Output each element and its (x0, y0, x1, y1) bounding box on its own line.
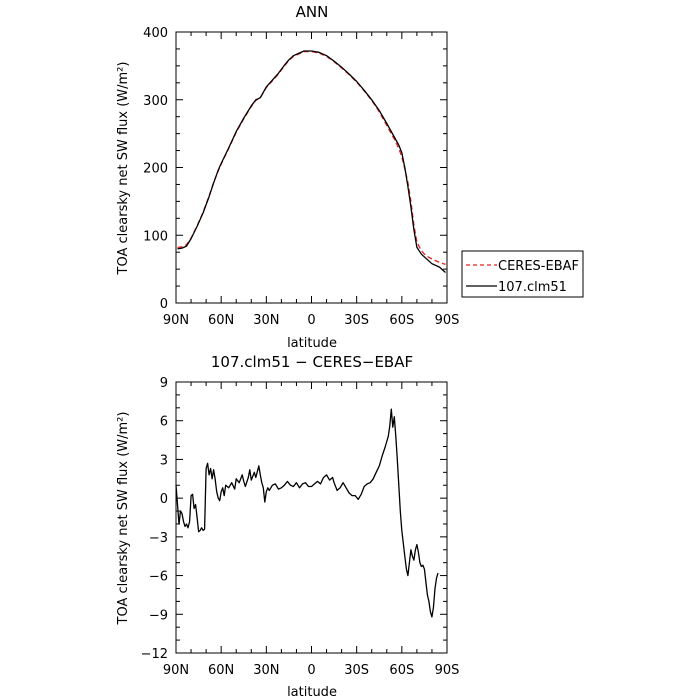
bottom-ytick-label: 0 (160, 492, 168, 507)
bottom-ytick-label: −6 (149, 570, 168, 585)
bottom-xtick-label: 60S (389, 663, 414, 678)
bottom-panel-frame (175, 381, 448, 654)
bottom-xtick-label: 0 (307, 663, 315, 678)
top-ytick-label: 0 (160, 297, 168, 312)
top-xtick-label: 60S (389, 313, 414, 328)
top-panel: ANN 90N 60N 30N 0 30S 60S 90S 0 100 200 300 400 lat… (116, 3, 459, 351)
top-ytick-label: 400 (143, 26, 168, 41)
top-ytick-label: 300 (143, 94, 168, 109)
bottom-xtick-label: 30N (253, 663, 279, 678)
top-panel-series (177, 50, 446, 273)
bottom-xtick-label: 60N (208, 663, 234, 678)
top-series-line-107-clm51 (177, 50, 446, 273)
bottom-xtick-label: 90N (163, 663, 189, 678)
bottom-panel: 107.clm51 − CERES−EBAF 90N 60N 30N 0 30S 60S 9… (116, 353, 459, 700)
legend-label-107-clm51: 107.clm51 (498, 280, 567, 295)
top-series-line-ceres-ebaf (177, 50, 446, 266)
top-xtick-label: 30S (344, 313, 369, 328)
top-panel-xlabel: latitude (287, 336, 337, 351)
bottom-ytick-label: 9 (160, 376, 168, 391)
top-ytick-label: 200 (143, 162, 168, 177)
top-xtick-label: 30N (253, 313, 279, 328)
bottom-ytick-label: −3 (149, 531, 168, 546)
top-xtick-label: 90S (435, 313, 460, 328)
bottom-panel-ticks: 90N 60N 30N 0 30S 60S 90S −12 −9 −6 −3 0 3 6 9 (141, 376, 460, 678)
bottom-ytick-label: −9 (149, 608, 168, 623)
top-xtick-label: 90N (163, 313, 189, 328)
bottom-panel-title: 107.clm51 − CERES−EBAF (211, 353, 413, 371)
top-ytick-label: 100 (143, 229, 168, 244)
bottom-xtick-label: 90S (435, 663, 460, 678)
legend: CERES-EBAF 107.clm51 (461, 250, 584, 298)
bottom-xtick-label: 30S (344, 663, 369, 678)
legend-label-ceres-ebaf: CERES-EBAF (498, 259, 579, 274)
top-xtick-label: 0 (307, 313, 315, 328)
bottom-ytick-label: 3 (160, 453, 168, 468)
bottom-series-line-difference (175, 408, 439, 618)
top-panel-title: ANN (296, 3, 329, 21)
top-panel-ticks: 90N 60N 30N 0 30S 60S 90S 0 100 200 300 400 (143, 26, 459, 328)
legend-box (461, 250, 584, 298)
bottom-panel-series (175, 408, 439, 618)
bottom-panel-xlabel: latitude (287, 685, 337, 700)
bottom-ytick-label: 6 (160, 415, 168, 430)
top-panel-frame (175, 31, 448, 304)
bottom-panel-ylabel: TOA clearsky net SW flux (W/m²) (116, 412, 131, 626)
top-panel-ylabel: TOA clearsky net SW flux (W/m²) (116, 62, 131, 276)
bottom-ytick-label: −12 (141, 647, 168, 662)
top-xtick-label: 60N (208, 313, 234, 328)
